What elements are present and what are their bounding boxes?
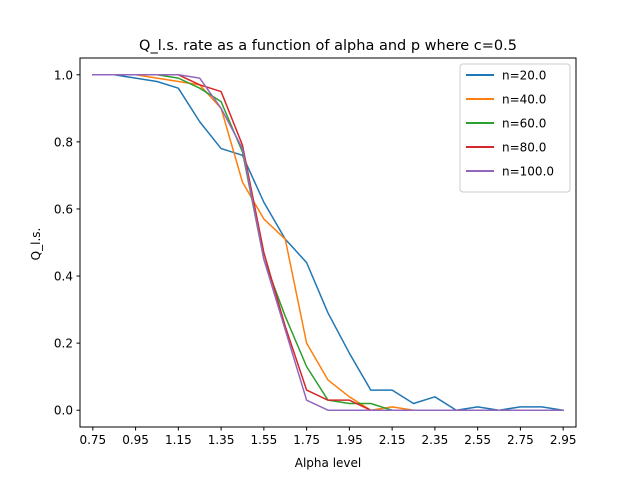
y-tick-label: 0.2: [54, 337, 73, 351]
x-tick-label: 1.95: [336, 433, 363, 447]
x-axis: 0.75 0.95 1.15 1.35 1.55 1.75 1.95 2.15 2.35 2.55…: [79, 427, 577, 447]
legend-label: n=40.0: [502, 93, 546, 107]
plot-frame: [79, 57, 577, 428]
y-tick-label: 0.8: [54, 135, 73, 149]
x-tick-label: 1.55: [251, 433, 278, 447]
x-tick-label: 2.75: [507, 433, 534, 447]
series-line-1: [92, 74, 565, 412]
plot-area: [79, 57, 577, 428]
chart-title: Q_l.s. rate as a function of alpha and p…: [139, 38, 517, 54]
y-tick-label: 0.6: [54, 202, 73, 216]
legend-box: [459, 63, 571, 193]
y-tick-label: 1.0: [54, 68, 73, 82]
x-tick-label: 1.35: [208, 433, 235, 447]
x-tick-label: 2.55: [464, 433, 491, 447]
x-tick-label: 2.95: [550, 433, 577, 447]
y-axis-title: Q_l.s.: [29, 228, 43, 261]
x-tick-label: 1.75: [293, 433, 320, 447]
x-axis-title: Alpha level: [295, 456, 361, 470]
y-tick-label: 0.4: [54, 270, 73, 284]
series-line-5: [92, 74, 564, 411]
legend: n=20.0 n=40.0 n=60.0 n=80.0 n=100.0: [459, 63, 571, 193]
y-tick-label: 0.0: [54, 404, 73, 418]
x-tick-label: 1.15: [165, 433, 192, 447]
legend-label: n=60.0: [502, 117, 546, 131]
y-axis: 0.0 0.2 0.4 0.6 0.8 1.0: [54, 68, 80, 418]
x-tick-label: 0.95: [122, 433, 149, 447]
x-tick-label: 2.35: [422, 433, 449, 447]
x-tick-label: 0.75: [79, 433, 106, 447]
legend-label: n=100.0: [502, 165, 554, 179]
legend-label: n=20.0: [502, 69, 546, 83]
legend-label: n=80.0: [502, 141, 546, 155]
x-tick-label: 2.15: [379, 433, 406, 447]
